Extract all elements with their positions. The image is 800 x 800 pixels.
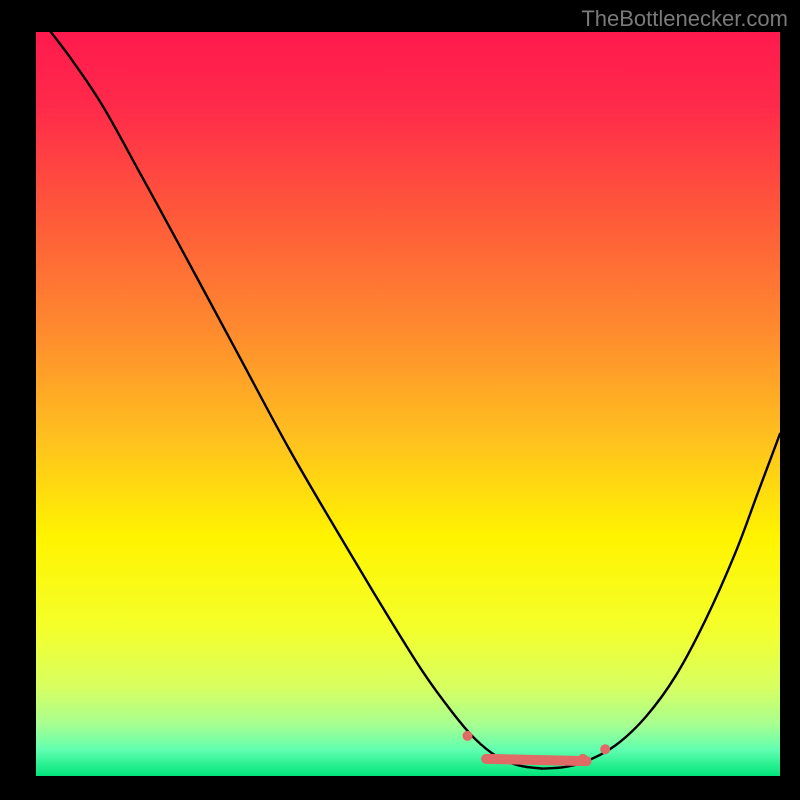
stage: TheBottlenecker.com bbox=[0, 0, 800, 800]
plot-background bbox=[36, 32, 780, 776]
valley-dot bbox=[463, 731, 473, 741]
plot-svg bbox=[36, 32, 780, 776]
valley-dot bbox=[578, 754, 588, 764]
watermark-text: TheBottlenecker.com bbox=[581, 6, 788, 32]
plot-area bbox=[36, 32, 780, 776]
valley-segment bbox=[486, 759, 586, 761]
valley-dot bbox=[600, 744, 610, 754]
